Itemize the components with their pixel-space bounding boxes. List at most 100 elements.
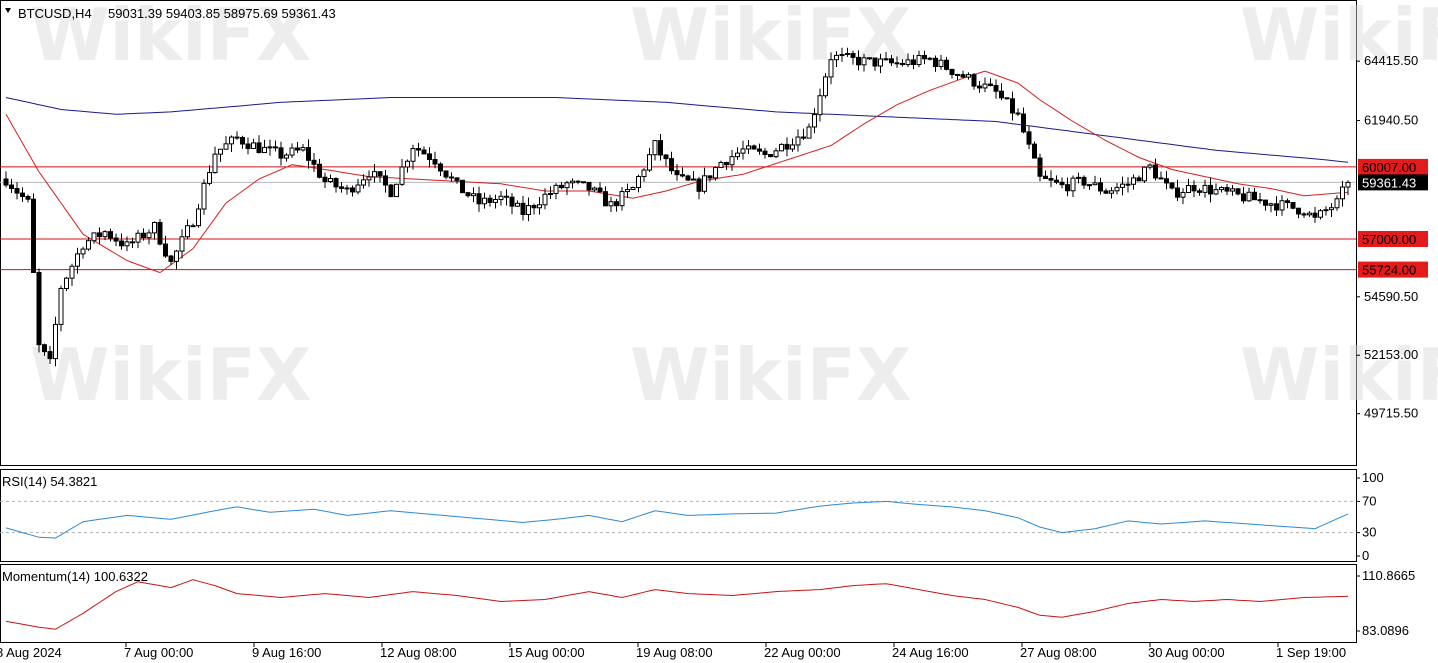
candle-body [564, 182, 570, 189]
candle-body [1318, 210, 1323, 218]
candle-body [333, 177, 339, 188]
candle [1301, 212, 1307, 218]
candle [685, 174, 691, 182]
candle [256, 135, 262, 154]
candle [916, 50, 922, 68]
candle [757, 143, 762, 155]
candle-body [982, 83, 988, 89]
candle-body [702, 175, 707, 192]
candle-body [201, 182, 207, 210]
candle-body [757, 148, 762, 152]
candle [663, 154, 669, 167]
candle [504, 189, 509, 206]
watermark-layer: WikiFX WikiFX WikiFX WikiFX WikiFX WikiF… [30, 0, 1438, 417]
candle [1274, 196, 1279, 217]
candle [416, 142, 421, 157]
candle [295, 141, 300, 153]
candle-body [911, 59, 916, 65]
candle [47, 345, 53, 365]
candle-body [1092, 182, 1098, 186]
candle-body [1186, 185, 1191, 194]
candle-body [416, 148, 421, 151]
candle [586, 181, 592, 196]
candle [1318, 209, 1323, 220]
watermark-text: WikiFX [1240, 333, 1438, 417]
candle [834, 51, 839, 67]
candle-body [735, 152, 740, 158]
candle [1186, 178, 1191, 194]
time-tick-label: 1 Sep 19:00 [1276, 645, 1346, 660]
candle [135, 229, 141, 249]
candle-body [1147, 164, 1153, 168]
candle [278, 141, 284, 166]
candle-body [1059, 181, 1065, 186]
candle [1208, 177, 1213, 203]
candle [1026, 126, 1032, 150]
candle-body [608, 201, 614, 207]
candle-body [707, 175, 713, 179]
candle-body [1037, 157, 1043, 177]
candle [1169, 182, 1175, 190]
horizontal-levels [0, 166, 1356, 271]
watermark-text: WikiFX [30, 333, 311, 417]
candle-body [64, 277, 69, 289]
candle-body [916, 54, 922, 65]
candle [614, 198, 619, 212]
candle [1334, 195, 1340, 211]
candle-body [36, 271, 42, 346]
candle [1224, 184, 1230, 195]
price-tick-label: 64415.50 [1364, 53, 1418, 68]
candle-body [680, 174, 685, 177]
candle-body [218, 148, 223, 155]
candle-body [20, 192, 25, 198]
candle-body [421, 149, 427, 155]
time-tick-label: 15 Aug 00:00 [508, 645, 585, 660]
candle [410, 144, 416, 170]
candle [377, 171, 383, 183]
candle [955, 73, 960, 80]
candle-body [1241, 193, 1246, 202]
candle [383, 169, 388, 193]
candle [119, 233, 124, 250]
candle-body [966, 74, 971, 78]
candle [564, 180, 570, 196]
candle-body [1087, 184, 1092, 187]
candle-body [1125, 183, 1131, 186]
momentum-tick-label: 110.8665 [1362, 568, 1415, 583]
candle-body [498, 195, 504, 200]
candle-body [658, 140, 663, 156]
candle-body [861, 57, 867, 66]
candle [1213, 183, 1219, 196]
candle-body [130, 241, 135, 244]
candle-body [889, 58, 894, 64]
symbol-dropdown-icon[interactable] [5, 8, 11, 13]
candle-body [251, 142, 256, 149]
candle [806, 123, 812, 139]
candle-body [311, 159, 317, 165]
rsi-title: RSI(14) 54.3821 [2, 474, 97, 489]
candle [1109, 187, 1114, 199]
rsi-tick-label: 0 [1362, 548, 1369, 563]
candle [366, 170, 372, 187]
candle [751, 144, 757, 150]
candle [570, 178, 575, 189]
candle [75, 247, 80, 274]
candle [1015, 108, 1021, 117]
candle-body [339, 186, 344, 189]
price-tick-label: 49715.50 [1364, 406, 1418, 421]
candle [1142, 166, 1147, 183]
candle-body [207, 172, 212, 184]
candle-body [746, 145, 751, 150]
candle [575, 180, 581, 185]
candle-body [1026, 131, 1032, 145]
candle-body [740, 148, 746, 154]
candle [240, 135, 245, 149]
candle [696, 176, 702, 200]
candle [1263, 199, 1268, 211]
time-tick-label: 12 Aug 08:00 [380, 645, 457, 660]
candle [1252, 188, 1257, 201]
candle [801, 128, 806, 140]
candle [966, 72, 971, 80]
candle-body [922, 54, 927, 60]
